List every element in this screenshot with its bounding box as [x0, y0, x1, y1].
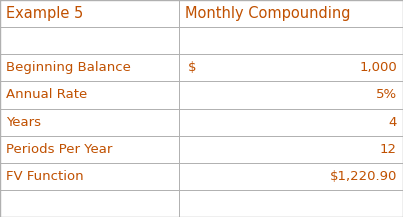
Text: 1,000: 1,000 [359, 61, 397, 74]
Text: Beginning Balance: Beginning Balance [6, 61, 131, 74]
Text: FV Function: FV Function [6, 170, 84, 183]
Text: 5%: 5% [376, 89, 397, 101]
Text: $: $ [187, 61, 196, 74]
Text: Annual Rate: Annual Rate [6, 89, 87, 101]
Text: Years: Years [6, 116, 41, 128]
Text: Example 5: Example 5 [6, 6, 83, 21]
Text: Periods Per Year: Periods Per Year [6, 143, 112, 156]
Text: 4: 4 [388, 116, 397, 128]
Text: $1,220.90: $1,220.90 [330, 170, 397, 183]
Text: 12: 12 [380, 143, 397, 156]
Text: Monthly Compounding: Monthly Compounding [185, 6, 351, 21]
